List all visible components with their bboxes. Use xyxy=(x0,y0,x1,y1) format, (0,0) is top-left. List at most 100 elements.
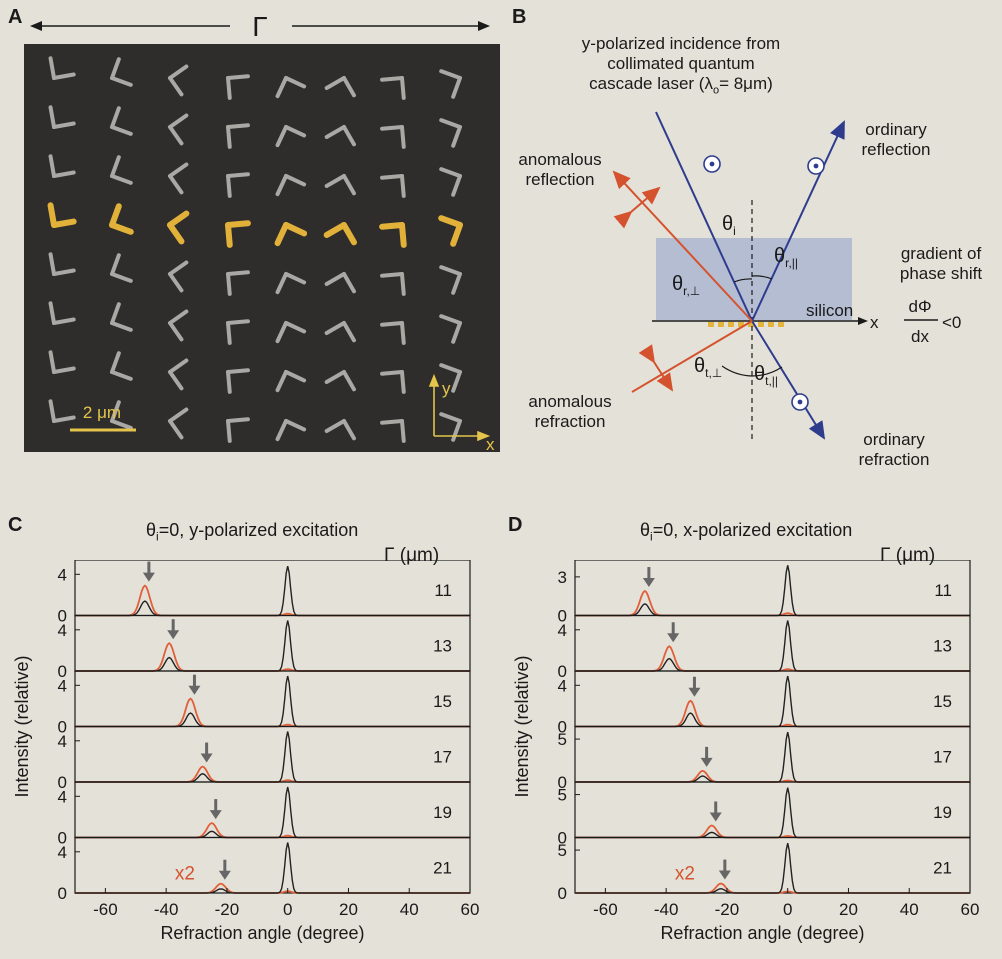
antenna-dashes xyxy=(708,322,784,327)
gamma-value: 11 xyxy=(934,581,952,600)
y-tick-label: 0 xyxy=(58,829,67,848)
antenna xyxy=(380,419,406,443)
measured-curve xyxy=(75,642,470,672)
gamma-value: 15 xyxy=(933,692,952,711)
x-axis-label: Refraction angle (degree) xyxy=(160,923,364,943)
antenna xyxy=(48,350,76,374)
y-tick-label: 0 xyxy=(558,607,567,626)
peak-arrow-head xyxy=(700,757,713,767)
anomalous-refraction-beam xyxy=(631,320,753,393)
peak-arrow-head xyxy=(642,578,655,588)
gradient-relation: <0 xyxy=(942,313,961,332)
x-axis-label: Refraction angle (degree) xyxy=(660,923,864,943)
antenna xyxy=(226,74,250,100)
measured-curve xyxy=(75,584,470,617)
antenna xyxy=(439,167,462,197)
y-tick-label: 4 xyxy=(558,676,567,695)
peak-arrow-head xyxy=(218,870,231,880)
x2-label: x2 xyxy=(175,864,195,885)
gold-antenna xyxy=(323,222,357,246)
measured-curve xyxy=(575,645,970,672)
gamma-value: 15 xyxy=(433,692,452,711)
row-frame xyxy=(574,670,971,728)
gamma-value: 19 xyxy=(933,803,952,822)
scale-bar-label: 2 μm xyxy=(83,403,121,422)
incidence-line-3: cascade laser (λo= 8μm) xyxy=(589,74,773,97)
antenna xyxy=(226,172,250,198)
gamma-value: 13 xyxy=(433,636,452,655)
gamma-value: 19 xyxy=(433,803,452,822)
antenna xyxy=(168,64,189,97)
peak-arrow-head xyxy=(209,810,222,820)
antenna xyxy=(110,155,133,185)
row-frame xyxy=(74,614,471,672)
antenna xyxy=(48,154,76,178)
x-tick-label: -60 xyxy=(593,900,618,919)
y-axis-label: Intensity (relative) xyxy=(12,655,32,797)
x-tick-label: 60 xyxy=(461,900,480,919)
gradient-label: gradient of phase shift xyxy=(899,244,983,283)
antenna xyxy=(275,419,307,442)
row-frame xyxy=(574,836,971,894)
y-tick-label: 0 xyxy=(58,773,67,792)
antenna xyxy=(168,162,189,195)
antenna xyxy=(275,321,307,344)
antenna xyxy=(380,174,406,198)
antenna xyxy=(439,363,462,393)
gold-antenna xyxy=(274,222,308,247)
peak-arrow-head xyxy=(142,572,155,582)
theta-r-perp-label: θr,⊥ xyxy=(672,273,700,298)
simulated-curve xyxy=(75,620,470,672)
measured-curve xyxy=(575,589,970,617)
x-tick-label: -20 xyxy=(715,900,740,919)
measured-curve xyxy=(575,882,970,894)
row-frame xyxy=(74,725,471,783)
antenna xyxy=(324,321,356,343)
antenna xyxy=(226,123,250,149)
y-tick-label: 0 xyxy=(558,829,567,848)
anomalous-refraction-label: anomalous refraction xyxy=(528,392,612,431)
peak-arrow-head xyxy=(667,633,680,643)
x-tick-label: -40 xyxy=(654,900,679,919)
y-tick-label: 4 xyxy=(58,676,67,695)
incidence-line-1: y-polarized incidence from xyxy=(581,34,781,53)
x-tick-label: 40 xyxy=(400,900,419,919)
simulated-curve xyxy=(575,565,970,617)
measured-curve xyxy=(575,699,970,728)
antenna xyxy=(380,125,406,149)
antenna xyxy=(380,76,406,100)
y-tick-label: 0 xyxy=(558,884,567,903)
incidence-label: y-polarized incidence from collimated qu… xyxy=(548,34,814,100)
panel-c-letter: C xyxy=(8,514,23,536)
y-tick-label: 0 xyxy=(58,607,67,626)
antenna xyxy=(380,272,406,296)
row-frame xyxy=(574,781,971,839)
simulated-curve xyxy=(75,731,470,783)
antenna xyxy=(48,399,76,423)
gamma-value: 21 xyxy=(433,858,452,877)
x2-label: x2 xyxy=(675,864,695,885)
antenna xyxy=(110,253,133,283)
ordinary-reflection-beam xyxy=(751,120,845,322)
y-tick-label: 5 xyxy=(558,730,567,749)
peak-arrow-head xyxy=(167,630,180,640)
y-tick-label: 3 xyxy=(558,568,567,587)
measured-curve xyxy=(75,882,470,894)
antenna xyxy=(275,76,307,99)
anomalous-reflection-label: anomalous reflection xyxy=(518,150,602,189)
x-tick-label: 20 xyxy=(339,900,358,919)
antenna xyxy=(48,301,76,325)
row-frame xyxy=(574,560,971,617)
antenna xyxy=(324,76,356,98)
antenna xyxy=(110,351,133,381)
gamma-value: 17 xyxy=(933,747,952,766)
antenna xyxy=(275,174,307,197)
antenna xyxy=(168,358,189,391)
x-tick-label: -60 xyxy=(93,900,118,919)
measured-curve xyxy=(75,822,470,839)
antenna xyxy=(324,272,356,294)
measured-curve xyxy=(575,769,970,783)
y-tick-label: 0 xyxy=(558,773,567,792)
measured-curve xyxy=(75,765,470,783)
spectrum-row-21: 4 0 21 x2 xyxy=(58,836,471,903)
